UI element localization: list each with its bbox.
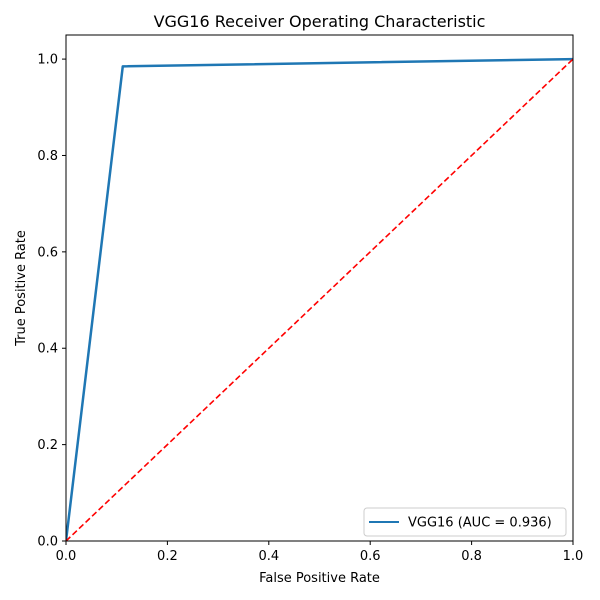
roc-curve-line: [66, 57, 573, 541]
chart-title: VGG16 Receiver Operating Characteristic: [154, 12, 486, 31]
x-tick-label: 0.8: [461, 549, 482, 564]
x-tick-label: 1.0: [563, 549, 584, 564]
plot-frame: [65, 34, 574, 542]
x-tick-label: 0.2: [157, 549, 178, 564]
y-axis-title: True Positive Rate: [14, 230, 29, 347]
y-tick-label: 0.4: [37, 342, 58, 357]
x-axis-title: False Positive Rate: [259, 571, 380, 586]
legend-label-vgg16: VGG16 (AUC = 0.936): [408, 516, 552, 531]
legend-box: [363, 507, 567, 537]
x-tick-label: 0.6: [360, 549, 381, 564]
plot-area: [66, 57, 573, 541]
x-tick-label: 0.0: [56, 549, 77, 564]
legend: VGG16 (AUC = 0.936): [363, 507, 567, 537]
y-tick-label: 0.8: [37, 149, 58, 164]
x-tick-label: 0.4: [258, 549, 279, 564]
chance-reference-line: [66, 58, 573, 541]
y-tick-label: 0.2: [37, 438, 58, 453]
y-tick-label: 1.0: [37, 53, 58, 68]
y-tick-label: 0.6: [37, 245, 58, 260]
axis-ticks: 0.0 0.2 0.4 0.6 0.8 1.0 0.0 0.2 0.4 0.6 0.8 1.0: [37, 53, 583, 564]
y-tick-label: 0.0: [37, 535, 58, 550]
